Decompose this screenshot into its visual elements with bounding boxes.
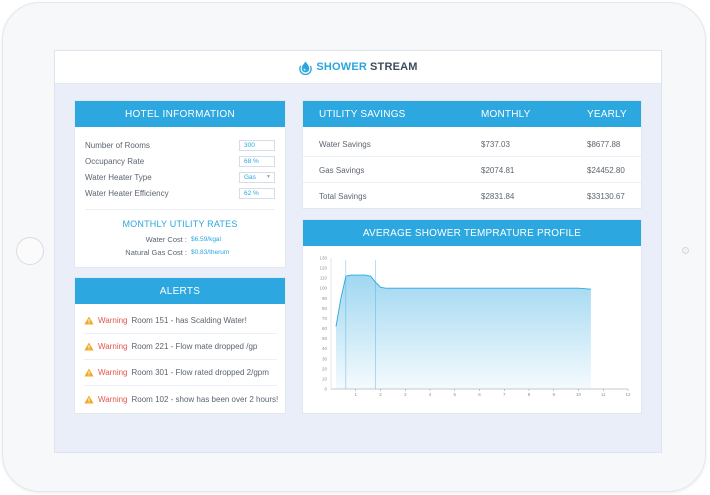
x-tick-label: 9 [552, 392, 555, 397]
gas-cost-label: Natural Gas Cost : [125, 248, 187, 257]
alert-level: Warning [98, 368, 128, 377]
water-drop-logo-icon [299, 61, 313, 75]
water-cost-label: Water Cost : [145, 235, 187, 244]
x-tick-label: 8 [528, 392, 531, 397]
monthly-column-header: MONTHLY [481, 109, 531, 120]
alert-item[interactable]: Warning Room 301 - Flow rated dropped 2/… [84, 360, 277, 386]
y-tick-label: 30 [322, 356, 328, 361]
savings-title: UTILITY SAVINGS [319, 109, 406, 120]
x-tick-label: 1 [354, 392, 357, 397]
rooms-input[interactable]: 300 [239, 139, 275, 151]
water-cost-row: Water Cost : $6.59/kgal [75, 235, 287, 246]
warning-icon [84, 368, 94, 377]
y-tick-label: 80 [322, 306, 328, 311]
hotel-information-title: HOTEL INFORMATION [75, 101, 285, 127]
rooms-label: Number of Rooms [85, 140, 150, 150]
alert-text: Room 301 - Flow rated dropped 2/gpm [131, 368, 269, 377]
alert-level: Warning [98, 394, 128, 404]
camera-dot [682, 247, 689, 254]
savings-header: UTILITY SAVINGS MONTHLY YEARLY [303, 101, 641, 127]
app-logo[interactable]: SHOWER STREAM [298, 60, 417, 75]
y-tick-label: 90 [322, 296, 328, 301]
dashboard-screen: SHOWER STREAM HOTEL INFORMATION Number o… [54, 50, 662, 453]
rooms-row: Number of Rooms 300 [85, 138, 275, 152]
alert-item[interactable]: Warning Room 151 - has Scalding Water! [84, 308, 277, 334]
temperature-profile-title: AVERAGE SHOWER TEMPRATURE PROFILE [303, 220, 641, 246]
y-tick-label: 10 [322, 376, 328, 381]
x-tick-label: 11 [601, 392, 606, 397]
warning-icon [84, 342, 94, 351]
alerts-title: ALERTS [75, 278, 285, 304]
row-label: Gas Savings [319, 166, 365, 175]
yearly-value: $8677.88 [587, 140, 621, 149]
alert-level: Warning [98, 342, 128, 351]
alert-item[interactable]: Warning Room 221 - Flow mate dropped /gp [84, 334, 277, 360]
y-tick-label: 20 [322, 366, 328, 371]
alert-item[interactable]: Warning Room 102 - show has been over 2 … [84, 386, 279, 412]
monthly-value: $2074.81 [481, 166, 515, 175]
heater-efficiency-row: Water Heater Efficiency 62 % [85, 186, 275, 200]
water-cost-value[interactable]: $6.59/kgal [191, 236, 221, 243]
x-tick-label: 7 [503, 392, 506, 397]
heater-type-label: Water Heater Type [85, 172, 152, 182]
section-divider [85, 209, 275, 210]
alert-text: Room 102 - show has been over 2 hours! [131, 394, 279, 404]
yearly-value: $24452.80 [587, 166, 625, 175]
home-button[interactable] [16, 237, 44, 265]
alert-text: Room 151 - has Scalding Water! [131, 316, 247, 325]
y-tick-label: 60 [322, 326, 328, 331]
y-tick-label: 50 [322, 336, 328, 341]
logo-text-stream: STREAM [370, 61, 418, 73]
monthly-value: $737.03 [481, 140, 510, 149]
x-tick-label: 4 [429, 392, 432, 397]
hotel-information-card: HOTEL INFORMATION Number of Rooms 300 Oc… [74, 100, 286, 268]
alert-text: Room 221 - Flow mate dropped /gp [131, 342, 258, 351]
chevron-down-icon: ▼ [266, 174, 271, 180]
alert-level: Warning [98, 316, 128, 325]
alerts-card: ALERTS Warning Room 151 - has Scalding W… [74, 277, 286, 414]
y-tick-label: 110 [320, 276, 328, 281]
occupancy-input[interactable]: 68 % [239, 155, 275, 167]
x-tick-label: 5 [453, 392, 456, 397]
warning-icon [84, 316, 94, 325]
table-row: Gas Savings $2074.81 $24452.80 [303, 157, 641, 183]
heater-type-row: Water Heater Type Gas ▼ [85, 170, 275, 184]
x-tick-label: 10 [576, 392, 582, 397]
x-tick-label: 2 [379, 392, 382, 397]
y-tick-label: 100 [319, 286, 327, 291]
logo-text-shower: SHOWER [316, 61, 368, 73]
y-tick-label: 0 [324, 387, 327, 392]
heater-type-value: Gas [244, 173, 256, 181]
row-label: Total Savings [319, 192, 367, 201]
yearly-column-header: YEARLY [587, 109, 627, 120]
heater-efficiency-label: Water Heater Efficiency [85, 188, 169, 198]
table-row: Water Savings $737.03 $8677.88 [303, 131, 641, 157]
gas-cost-row: Natural Gas Cost : $0.83/therum [75, 248, 287, 259]
temperature-line [335, 274, 591, 327]
row-label: Water Savings [319, 140, 371, 149]
x-tick-label: 3 [404, 392, 407, 397]
temperature-area [336, 275, 591, 389]
yearly-value: $33130.67 [587, 192, 625, 201]
y-tick-label: 120 [319, 266, 327, 271]
heater-type-select[interactable]: Gas ▼ [239, 171, 275, 183]
monthly-value: $2831.84 [481, 192, 515, 201]
warning-icon [84, 395, 94, 403]
occupancy-label: Occupancy Rate [85, 156, 145, 166]
y-tick-label: 70 [322, 316, 328, 321]
gas-cost-value[interactable]: $0.83/therum [191, 249, 230, 256]
table-row: Total Savings $2831.84 $33130.67 [303, 183, 641, 209]
x-tick-label: 6 [478, 392, 481, 397]
monthly-rates-title: MONTHLY UTILITY RATES [122, 219, 238, 229]
utility-savings-card: UTILITY SAVINGS MONTHLY YEARLY Water Sav… [302, 100, 642, 209]
occupancy-row: Occupancy Rate 68 % [85, 154, 275, 168]
heater-efficiency-input[interactable]: 62 % [239, 187, 275, 199]
temperature-profile-card: AVERAGE SHOWER TEMPRATURE PROFILE 0 10 20 3… [302, 219, 642, 414]
y-tick-label: 130 [319, 256, 327, 261]
y-tick-label: 40 [322, 346, 328, 351]
top-bar: SHOWER STREAM [55, 51, 661, 84]
x-tick-label: 12 [625, 392, 631, 397]
